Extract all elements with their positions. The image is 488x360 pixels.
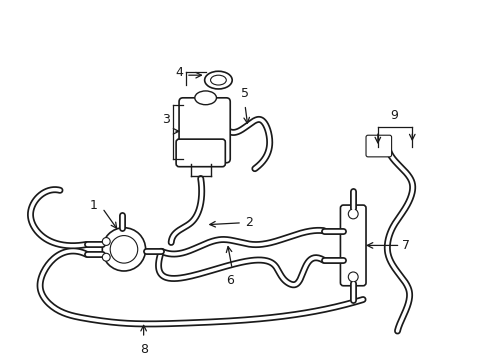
Text: 7: 7 xyxy=(402,239,409,252)
Text: 8: 8 xyxy=(140,343,147,356)
Ellipse shape xyxy=(194,91,216,105)
Text: 9: 9 xyxy=(390,109,398,122)
Circle shape xyxy=(102,228,145,271)
FancyBboxPatch shape xyxy=(366,135,391,157)
FancyBboxPatch shape xyxy=(179,98,230,163)
Circle shape xyxy=(347,272,357,282)
Text: 1: 1 xyxy=(89,199,97,212)
Text: 3: 3 xyxy=(162,113,170,126)
Circle shape xyxy=(110,235,138,263)
Text: 2: 2 xyxy=(244,216,252,229)
Circle shape xyxy=(102,253,110,261)
FancyBboxPatch shape xyxy=(340,205,366,286)
Ellipse shape xyxy=(210,75,226,85)
FancyBboxPatch shape xyxy=(176,139,225,167)
Circle shape xyxy=(347,209,357,219)
Circle shape xyxy=(102,238,110,246)
Text: 4: 4 xyxy=(175,66,183,79)
Text: 6: 6 xyxy=(226,274,234,287)
Text: 5: 5 xyxy=(241,87,248,100)
Ellipse shape xyxy=(204,71,232,89)
